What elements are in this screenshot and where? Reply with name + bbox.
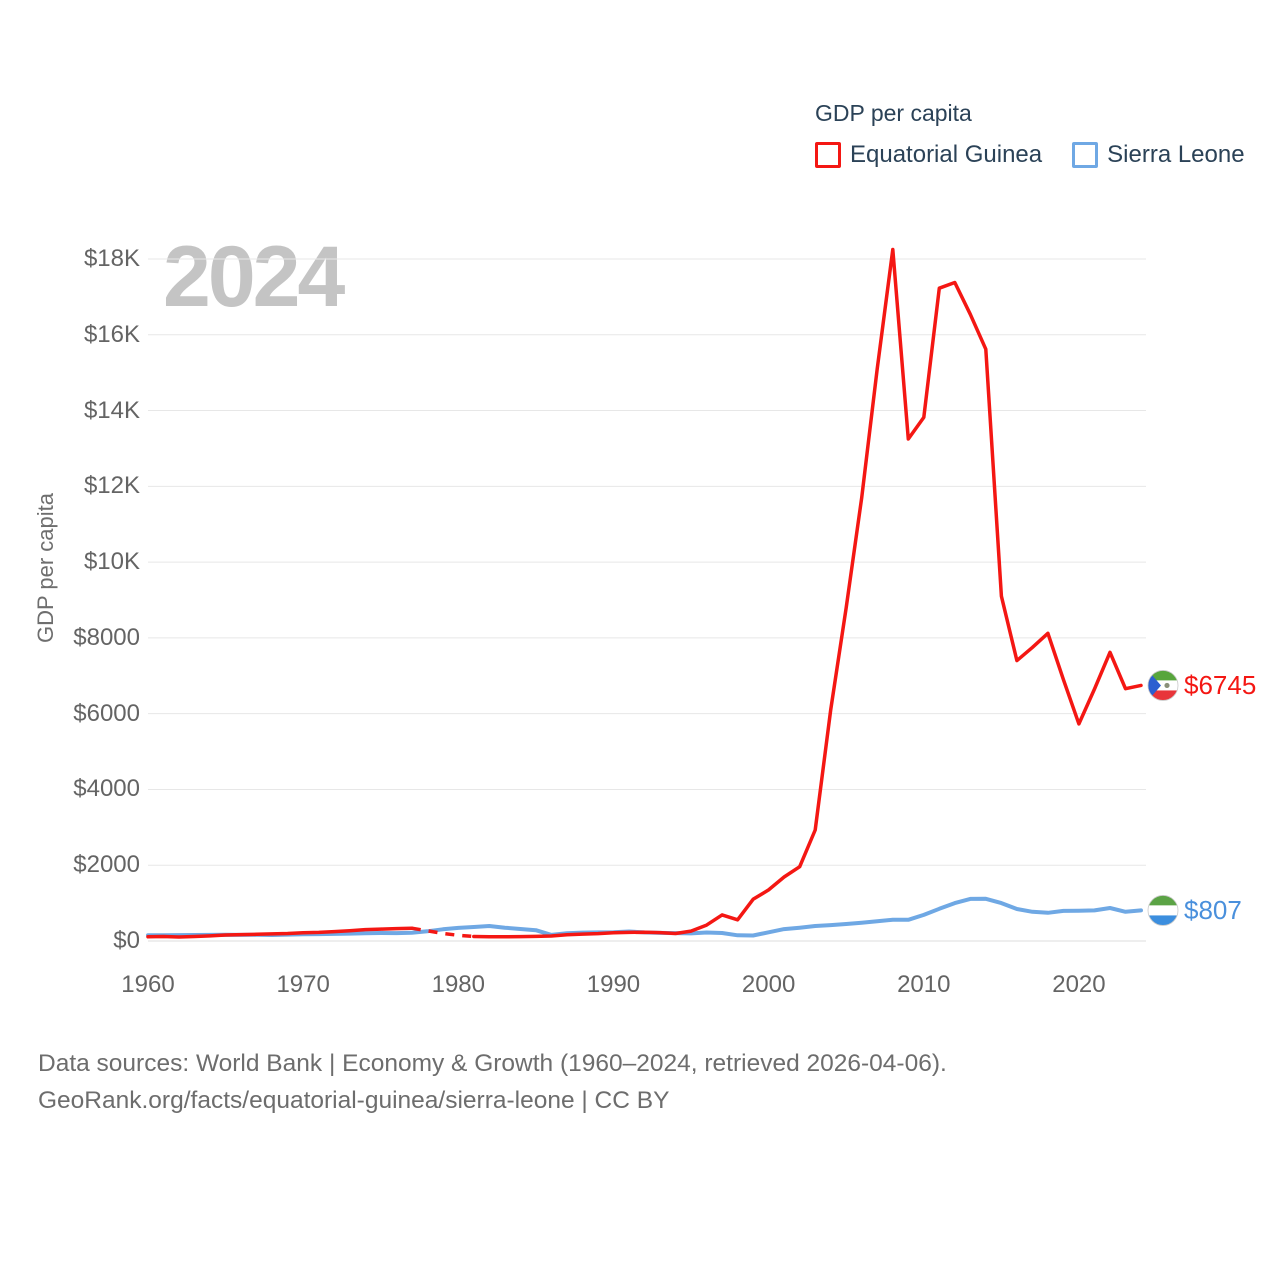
x-tick-label: 2000 xyxy=(741,971,796,998)
x-tick-label: 1980 xyxy=(431,971,485,998)
legend-items: Equatorial Guinea Sierra Leone xyxy=(815,141,1245,169)
footer: Data sources: World Bank | Economy & Gro… xyxy=(38,1045,947,1119)
attribution-line: GeoRank.org/facts/equatorial-guinea/sier… xyxy=(38,1087,670,1114)
y-tick-label: $16K xyxy=(83,320,140,348)
data-sources-line: Data sources: World Bank | Economy & Gro… xyxy=(38,1050,947,1077)
series-line xyxy=(472,247,1143,939)
x-tick-label: 1970 xyxy=(276,971,330,998)
legend-item-equatorial-guinea[interactable]: Equatorial Guinea xyxy=(815,141,1042,169)
y-tick-label: $18K xyxy=(83,245,140,272)
series-line xyxy=(146,896,1143,938)
equatorial-guinea-flag-icon xyxy=(1147,670,1179,701)
series-line xyxy=(411,926,474,939)
x-tick-label: 1960 xyxy=(121,971,175,998)
series-line xyxy=(146,926,414,939)
y-tick-label: $6000 xyxy=(73,699,140,727)
x-tick-label: 2010 xyxy=(897,971,951,998)
sierra-leone-swatch-icon xyxy=(1072,142,1099,168)
year-watermark: 2024 xyxy=(163,229,345,325)
legend-title: GDP per capita xyxy=(815,100,972,126)
legend-item-label: Sierra Leone xyxy=(1107,141,1245,168)
sierra-leone-value-label: $807 xyxy=(1184,895,1242,926)
equatorial-guinea-swatch-icon xyxy=(815,142,841,168)
sierra-leone-flag-icon xyxy=(1147,895,1179,926)
y-tick-label: $10K xyxy=(83,548,140,576)
y-tick-label: $0 xyxy=(113,927,140,954)
y-tick-label: $8000 xyxy=(73,623,140,651)
x-tick-label: 1990 xyxy=(586,971,641,998)
y-tick-label: $12K xyxy=(83,472,140,500)
legend-item-label: Equatorial Guinea xyxy=(850,141,1043,168)
legend: GDP per capita Equatorial Guinea Sierra … xyxy=(815,100,1245,169)
legend-item-sierra-leone[interactable]: Sierra Leone xyxy=(1072,141,1245,169)
equatorial-guinea-value-label: $6745 xyxy=(1184,670,1257,701)
y-tick-label: $2000 xyxy=(73,851,140,879)
y-tick-label: $14K xyxy=(83,396,140,424)
x-tick-label: 2020 xyxy=(1052,971,1106,998)
y-tick-label: $4000 xyxy=(73,775,140,803)
